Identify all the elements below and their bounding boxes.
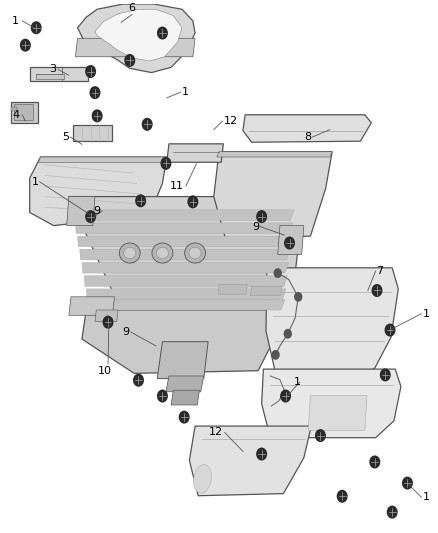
- Polygon shape: [78, 236, 291, 247]
- Text: 1: 1: [423, 492, 430, 502]
- Text: 9: 9: [252, 222, 259, 232]
- Polygon shape: [36, 74, 64, 79]
- Circle shape: [284, 329, 291, 338]
- Polygon shape: [78, 4, 195, 72]
- Polygon shape: [86, 289, 286, 300]
- Circle shape: [136, 195, 145, 207]
- Circle shape: [274, 269, 281, 277]
- Circle shape: [161, 158, 171, 169]
- Circle shape: [134, 374, 143, 386]
- Circle shape: [257, 448, 266, 460]
- Polygon shape: [217, 152, 332, 157]
- Polygon shape: [218, 285, 247, 294]
- Polygon shape: [243, 115, 371, 142]
- Polygon shape: [157, 342, 208, 378]
- Polygon shape: [82, 310, 282, 373]
- Circle shape: [281, 390, 290, 402]
- Polygon shape: [261, 369, 401, 438]
- Text: 1: 1: [423, 309, 430, 319]
- Polygon shape: [69, 197, 304, 310]
- Ellipse shape: [124, 247, 136, 259]
- Circle shape: [90, 87, 100, 99]
- Circle shape: [92, 110, 102, 122]
- Circle shape: [86, 211, 95, 222]
- Text: 4: 4: [12, 110, 19, 120]
- Polygon shape: [214, 152, 332, 239]
- Polygon shape: [266, 268, 398, 385]
- Polygon shape: [189, 426, 311, 496]
- Text: 9: 9: [93, 206, 101, 216]
- Polygon shape: [67, 197, 95, 225]
- Polygon shape: [308, 395, 367, 430]
- Circle shape: [103, 317, 113, 328]
- Circle shape: [403, 477, 412, 489]
- Text: 12: 12: [223, 116, 237, 126]
- Circle shape: [125, 55, 134, 66]
- Circle shape: [337, 490, 347, 502]
- Polygon shape: [75, 223, 293, 233]
- Polygon shape: [251, 286, 282, 295]
- Polygon shape: [167, 144, 223, 162]
- Text: 1: 1: [12, 16, 19, 26]
- Circle shape: [285, 237, 294, 249]
- Polygon shape: [14, 104, 33, 120]
- Ellipse shape: [185, 243, 205, 263]
- Polygon shape: [11, 107, 17, 110]
- Circle shape: [158, 390, 167, 402]
- Polygon shape: [73, 210, 294, 220]
- Circle shape: [86, 66, 95, 77]
- Polygon shape: [11, 102, 39, 123]
- Text: 3: 3: [49, 64, 56, 75]
- Ellipse shape: [189, 247, 201, 259]
- Polygon shape: [80, 249, 290, 260]
- Text: 6: 6: [128, 4, 135, 13]
- Polygon shape: [39, 157, 167, 162]
- Polygon shape: [278, 225, 304, 255]
- Text: 11: 11: [170, 181, 184, 191]
- Ellipse shape: [119, 243, 140, 263]
- Circle shape: [372, 285, 382, 296]
- Text: 7: 7: [377, 266, 384, 276]
- Text: 1: 1: [32, 177, 39, 187]
- Text: 1: 1: [294, 377, 301, 387]
- Circle shape: [32, 22, 41, 34]
- Circle shape: [295, 293, 302, 301]
- Polygon shape: [84, 276, 287, 286]
- Circle shape: [370, 456, 380, 468]
- Polygon shape: [88, 300, 285, 310]
- Circle shape: [158, 27, 167, 39]
- Circle shape: [385, 324, 395, 336]
- Circle shape: [272, 351, 279, 359]
- Polygon shape: [171, 390, 199, 405]
- Ellipse shape: [194, 465, 212, 493]
- Polygon shape: [82, 263, 289, 273]
- Polygon shape: [75, 38, 195, 56]
- Text: 10: 10: [98, 367, 112, 376]
- Text: 5: 5: [62, 132, 69, 142]
- Polygon shape: [73, 125, 113, 141]
- Circle shape: [388, 506, 397, 518]
- Ellipse shape: [152, 243, 173, 263]
- Circle shape: [180, 411, 189, 423]
- Polygon shape: [30, 157, 167, 225]
- Circle shape: [257, 211, 266, 222]
- Polygon shape: [95, 310, 118, 321]
- Text: 8: 8: [304, 132, 311, 142]
- Circle shape: [381, 369, 390, 381]
- Polygon shape: [30, 67, 88, 80]
- Circle shape: [21, 39, 30, 51]
- Circle shape: [316, 430, 325, 441]
- Circle shape: [142, 118, 152, 130]
- Polygon shape: [69, 297, 115, 316]
- Circle shape: [188, 196, 198, 208]
- Polygon shape: [95, 9, 182, 61]
- Text: 1: 1: [182, 87, 189, 97]
- Polygon shape: [166, 376, 204, 392]
- Text: 9: 9: [123, 327, 130, 337]
- Text: 12: 12: [209, 427, 223, 438]
- Ellipse shape: [156, 247, 169, 259]
